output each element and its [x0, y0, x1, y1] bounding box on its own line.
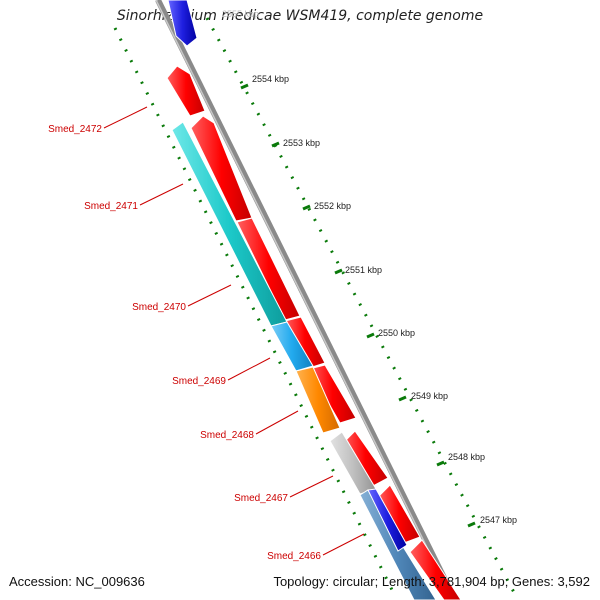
tick-2550: [366, 332, 375, 339]
scale-label-2547: 2547 kbp: [480, 515, 517, 525]
major-ticks: [240, 83, 476, 528]
tick-2547: [467, 521, 476, 528]
gene-red-2472[interactable]: [166, 65, 206, 117]
scale-label-2549: 2549 kbp: [411, 391, 448, 401]
tick-2548: [436, 460, 445, 467]
leader-2470: [187, 284, 232, 307]
gene-label-smed-2466: Smed_2466: [267, 551, 321, 562]
genome-backbone: [155, 0, 458, 600]
leader-2471: [139, 183, 184, 206]
gene-orange-smed-2468[interactable]: [295, 366, 341, 434]
scale-label-2551: 2551 kbp: [345, 265, 382, 275]
scale-label-2554: 2554 kbp: [252, 74, 289, 84]
tick-2552: [302, 204, 311, 211]
leader-lines: [103, 106, 365, 556]
scale-label-2555: 2555 kbp: [222, 9, 259, 19]
gene-label-smed-2472: Smed_2472: [48, 124, 102, 135]
gene-label-smed-2468: Smed_2468: [200, 430, 254, 441]
leader-2472: [103, 106, 148, 129]
scale-label-2553: 2553 kbp: [283, 138, 320, 148]
tick-2554: [240, 83, 249, 90]
genome-backbone-highlight: [155, 0, 454, 600]
genome-summary-text: Topology: circular; Length: 3,781,904 bp…: [273, 574, 590, 589]
leader-2466: [322, 533, 365, 556]
gene-label-smed-2471: Smed_2471: [84, 201, 138, 212]
gene-label-smed-2470: Smed_2470: [132, 302, 186, 313]
scale-label-2552: 2552 kbp: [314, 201, 351, 211]
inner-scale-ring: [113, 27, 398, 599]
tick-2551: [334, 268, 343, 275]
gene-blue-small[interactable]: [367, 488, 408, 552]
gene-red-2471[interactable]: [190, 115, 253, 222]
outer-scale-ring: [205, 17, 519, 599]
tick-2553: [271, 141, 280, 148]
reverse-strand: [171, 121, 437, 600]
gene-blue-top[interactable]: [167, 0, 198, 47]
gene-red-bottom[interactable]: [409, 539, 462, 600]
leader-2468: [255, 410, 299, 435]
accession-text: Accession: NC_009636: [9, 574, 145, 589]
leader-2467: [289, 475, 334, 498]
gene-sky-smed-2469[interactable]: [270, 321, 314, 372]
leader-2469: [227, 357, 271, 381]
tick-2549: [398, 395, 407, 402]
gene-label-smed-2469: Smed_2469: [172, 376, 226, 387]
map-title: Sinorhizobium medicae WSM419, complete g…: [116, 8, 484, 24]
scale-label-2548: 2548 kbp: [448, 452, 485, 462]
scale-label-2550: 2550 kbp: [378, 328, 415, 338]
gene-label-smed-2467: Smed_2467: [234, 493, 288, 504]
forward-strand: [166, 0, 462, 600]
